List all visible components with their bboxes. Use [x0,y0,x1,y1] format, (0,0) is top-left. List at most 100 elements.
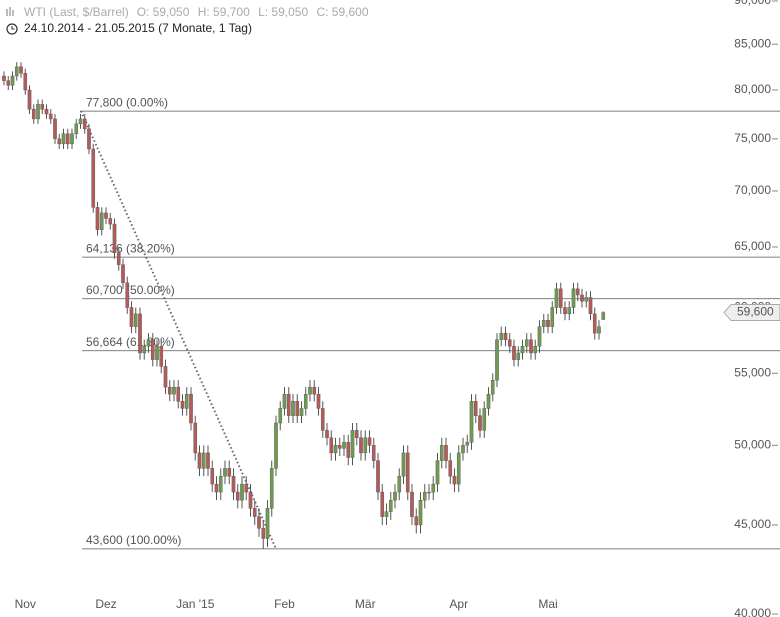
clock-icon [6,23,18,35]
ohlc-label: H: 59,700 [198,5,250,19]
candle-body [410,491,414,517]
candle-body [550,307,555,327]
candle-body [74,123,79,134]
candle-body [189,393,193,424]
candle-body [597,326,601,334]
candle-body [2,75,6,81]
ohlc-label: L: 59,050 [258,5,308,19]
candle-body [163,366,168,388]
candle-body [371,445,376,461]
candle-body [495,339,499,381]
candle-body [388,499,393,512]
candle-body [473,401,478,416]
candle-body [465,442,470,446]
candle-body [184,393,189,409]
candle-body [282,393,287,409]
candle-body [240,483,244,501]
candle-body [367,437,372,446]
candle-body [99,212,104,230]
candle-body [456,452,461,485]
candle-body [312,386,317,395]
candle-body [14,66,19,77]
candle-body [575,288,580,296]
chart-icon [6,7,14,16]
candle-body [558,288,563,308]
y-tick-label: 45,000 [734,517,771,531]
candle-body [537,326,542,347]
candle-body [248,491,253,509]
chart-subtitle: 24.10.2014 - 21.05.2015 (7 Monate, 1 Tag… [24,21,252,35]
candle-body [529,339,533,354]
candle-body [146,339,151,347]
candle-body [380,491,385,517]
candle-body [206,452,210,469]
candle-body [337,445,342,449]
candle-body [503,332,508,340]
candle-body [422,491,427,501]
y-tick-label: 40,000 [734,606,771,617]
candle-body [218,475,223,493]
candle-body [478,415,482,431]
candle-body [91,148,96,208]
candle-body [257,516,261,529]
candle-body [588,297,593,315]
y-tick-label: 70,000 [734,183,771,197]
candle-body [27,89,32,110]
candle-body [499,332,504,340]
candle-body [167,386,172,395]
candle-body [316,393,321,409]
last-value-label: 59,600 [737,305,774,319]
candle-body [125,282,130,308]
candle-body [70,133,74,145]
candle-body [354,430,359,438]
candle-body [405,452,410,493]
candle-body [427,491,431,494]
candle-body [265,508,270,539]
candle-body [261,528,266,539]
candle-body [197,452,202,469]
candle-body [584,297,589,302]
candle-body [57,138,62,145]
ohlc-label: C: 59,600 [316,5,368,19]
candle-body [214,483,219,493]
candle-body [350,430,355,458]
candle-body [40,104,45,110]
x-tick-label: Mai [538,597,557,611]
candle-body [393,491,397,501]
candle-body [210,468,215,485]
candle-body [116,252,121,265]
candle-body [461,445,465,454]
candle-body [44,108,49,115]
candle-body [231,475,236,493]
candle-body [48,113,53,120]
candle-body [482,408,487,431]
fib-label: 64,136 (38.20%) [86,241,175,255]
candle-body [520,346,525,354]
y-tick-label: 80,000 [734,82,771,96]
candle-body [112,223,117,254]
candle-body [346,442,351,458]
candle-body [61,133,66,145]
candle-body [325,430,329,438]
candle-body [193,422,198,454]
candle-body [435,460,440,485]
candle-body [244,483,249,493]
candle-body [87,128,91,150]
candle-body [235,491,240,501]
candle-body [108,218,113,225]
candle-body [133,313,138,327]
candle-body [533,346,538,354]
ohlc-label: O: 59,050 [137,5,190,19]
candle-body [546,320,550,327]
candle-body [554,288,559,308]
candle-body [142,346,147,354]
candle-body [252,508,257,517]
candle-body [580,294,584,302]
x-tick-label: Mär [355,597,376,611]
y-tick-label: 85,000 [734,36,771,50]
fib-label: 77,800 (0.00%) [86,95,168,109]
candle-body [486,393,491,409]
clock-hand [11,26,15,30]
candle-body [490,379,495,395]
